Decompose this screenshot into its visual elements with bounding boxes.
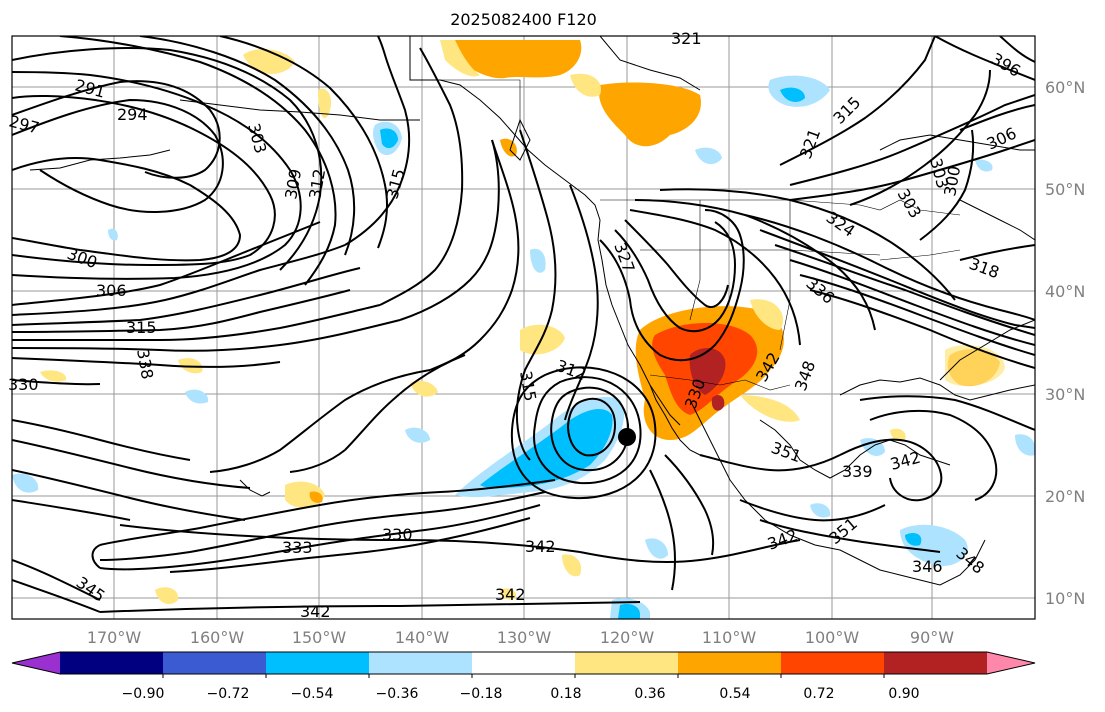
lon-label: 100°W — [805, 628, 860, 647]
contour-label: 339 — [842, 462, 873, 481]
cold-pacific-1 — [405, 427, 430, 443]
lon-label: 150°W — [292, 628, 347, 647]
lon-label: 90°W — [910, 628, 954, 647]
warm-anomaly-north — [455, 40, 582, 79]
cold-pacific-5 — [810, 503, 831, 518]
storm-center-marker — [618, 428, 636, 446]
borders — [410, 79, 961, 391]
warm-anomaly-east-light — [945, 345, 1005, 387]
cold-central-america-core — [905, 533, 922, 546]
cold-bc — [530, 248, 546, 273]
colorbar-tick-label: −0.36 — [376, 686, 419, 702]
contour-label: 346 — [912, 557, 943, 576]
lon-label: 140°W — [395, 628, 450, 647]
cold-east-2 — [975, 159, 993, 172]
cold-pacific-2 — [12, 473, 39, 493]
warm-anomaly-north-edge — [440, 40, 480, 77]
cold-south-2 — [645, 538, 668, 559]
cold-east-1 — [1015, 434, 1035, 456]
cold-canada-2 — [695, 147, 722, 165]
colorbar-tick-label: −0.54 — [291, 686, 334, 702]
warm-alaska-small — [243, 49, 295, 74]
colorbar-extend-low — [12, 652, 60, 674]
warm-pacific-1 — [520, 324, 565, 355]
lat-label: 40°N — [1045, 282, 1085, 301]
lon-label: 130°W — [497, 628, 552, 647]
colorbar-tick-label: −0.72 — [207, 686, 250, 702]
colorbar-tick-label: −0.90 — [122, 686, 165, 702]
warm-pacific-4 — [155, 587, 179, 605]
cold-south-1-core — [618, 604, 640, 619]
contour-label: 333 — [282, 538, 313, 557]
colorbar-segment — [781, 652, 885, 674]
colorbar-tick-label: 0.54 — [719, 686, 750, 702]
colorbar-segment — [575, 652, 679, 674]
colorbar-tick-label: 0.36 — [634, 686, 665, 702]
contour-label: 342 — [300, 602, 331, 621]
peak-warm-anomaly-2 — [711, 395, 725, 411]
contour-label: 342 — [525, 537, 556, 556]
colorbar-tick-label: −0.18 — [460, 686, 503, 702]
colorbar-segment — [266, 652, 370, 674]
warm-pacific-9 — [500, 588, 517, 600]
light-warm-east — [750, 299, 784, 330]
contour-lines — [12, 36, 1035, 613]
figure-title: 2025082400 F120 — [450, 10, 597, 29]
colorbar — [11, 651, 1036, 678]
contour-label: 306 — [96, 281, 127, 300]
lat-label: 50°N — [1045, 180, 1085, 199]
cold-pacific-3 — [108, 228, 118, 241]
contour-label: 330 — [8, 375, 39, 394]
light-warm-south — [740, 395, 800, 422]
colorbar-tick-label: 0.72 — [803, 686, 834, 702]
colorbar-segment — [163, 652, 267, 674]
lat-label: 10°N — [1045, 589, 1085, 608]
map-border — [11, 35, 1036, 620]
cold-gulf-alaska-core — [380, 128, 398, 149]
contour-label: 321 — [671, 29, 702, 48]
colorbar-segment — [369, 652, 473, 674]
lat-label: 30°N — [1045, 385, 1085, 404]
colorbar-segment — [678, 652, 782, 674]
warm-pacific-3 — [410, 380, 438, 397]
colorbar-segment — [60, 652, 164, 674]
colorbar-segment — [884, 652, 988, 674]
warm-pacific-2-core — [309, 491, 323, 503]
cold-canada-north-core — [780, 87, 805, 102]
cold-pacific-4 — [185, 389, 209, 404]
warm-pacific-8 — [890, 428, 906, 442]
colorbar-extend-high — [987, 652, 1035, 674]
colorbar-ticks: −0.90 −0.72 −0.54 −0.36 −0.18 0.18 0.36 … — [122, 686, 920, 702]
lon-label: 120°W — [600, 628, 655, 647]
peak-warm-anomaly — [689, 348, 726, 395]
colorbar-tick-label: 0.18 — [550, 686, 581, 702]
contour-label: 342 — [495, 585, 526, 604]
warm-anomaly-canada-light — [570, 73, 601, 97]
contour-label: 294 — [117, 105, 148, 124]
colorbar-segment — [472, 652, 576, 674]
colorbar-tick-label: 0.90 — [888, 686, 919, 702]
colorbar-outline — [11, 651, 1036, 675]
warm-anomaly-canada — [599, 82, 701, 147]
warm-alaska-small-2 — [318, 88, 332, 119]
warm-pacific-5 — [562, 554, 582, 577]
longitude-labels: 170°W 160°W 150°W 140°W 130°W 120°W 110°… — [87, 628, 954, 647]
warm-pacific-6 — [40, 370, 67, 382]
lat-label: 20°N — [1045, 487, 1085, 506]
lon-label: 160°W — [190, 628, 245, 647]
coastlines — [29, 36, 1035, 586]
latitude-labels: 60°N 50°N 40°N 30°N 20°N 10°N — [1045, 78, 1085, 608]
lon-label: 110°W — [702, 628, 757, 647]
lat-label: 60°N — [1045, 78, 1085, 97]
contour-label: 315 — [126, 318, 157, 337]
lon-label: 170°W — [87, 628, 142, 647]
contour-label: 330 — [382, 525, 413, 544]
